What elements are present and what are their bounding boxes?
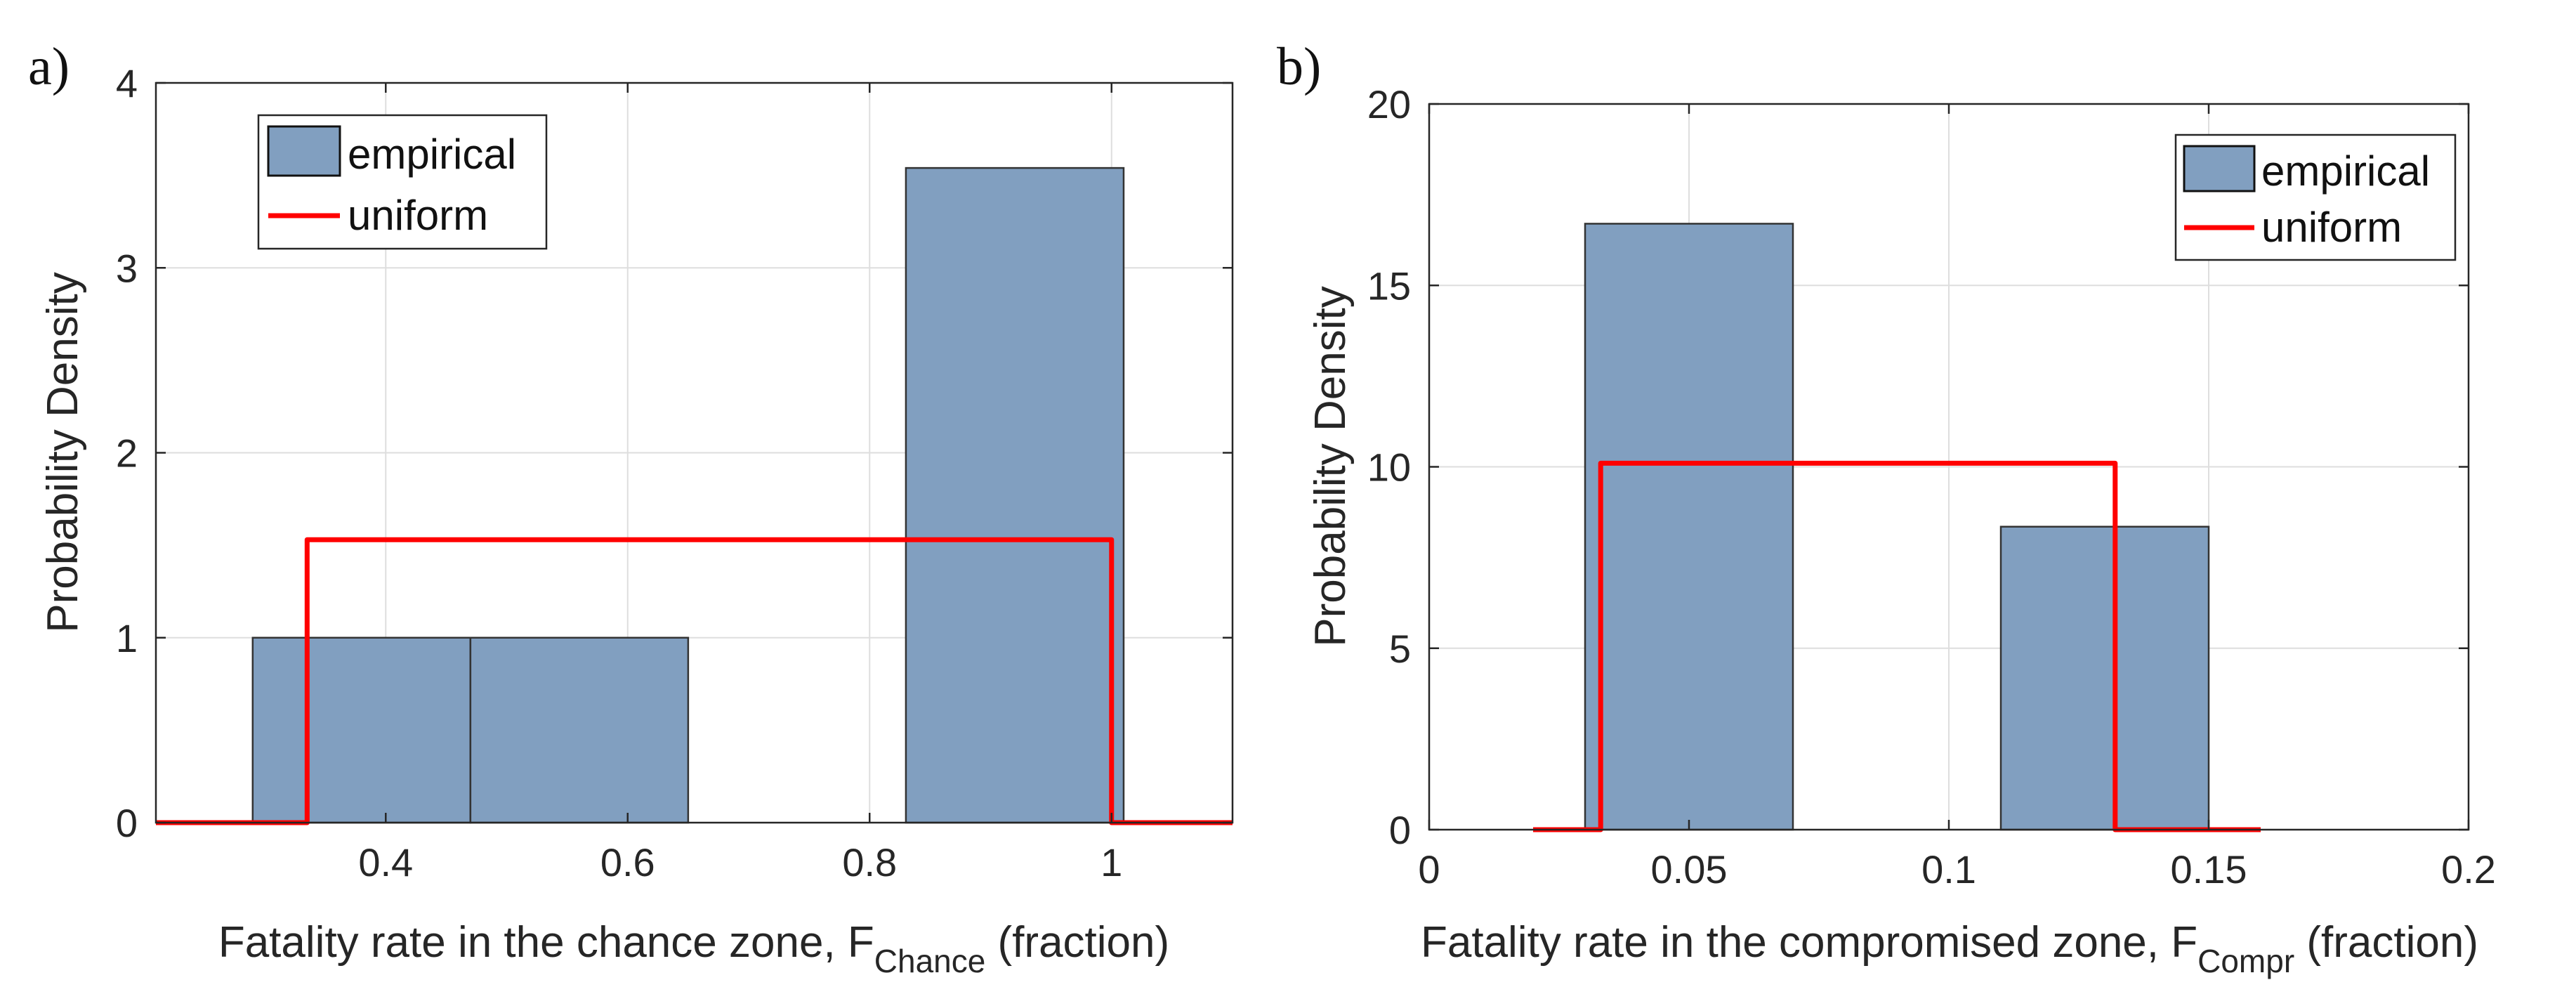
y-tick-label-a-4: 4 — [116, 61, 138, 105]
x-tick-label-a-3: 1 — [1100, 840, 1122, 884]
legend-empirical-label-b: empirical — [2261, 148, 2430, 195]
panel-label-b: b) — [1277, 37, 1321, 96]
panel-label-a: a) — [28, 37, 70, 96]
y-tick-label-a-0: 0 — [116, 801, 138, 845]
legend-empirical-swatch-b — [2183, 145, 2256, 192]
x-tick-label-a-1: 0.6 — [600, 840, 655, 884]
x-tick-label-a-0: 0.4 — [358, 840, 413, 884]
x-tick-label-b-1: 0.05 — [1651, 847, 1728, 891]
legend-empirical-label-a: empirical — [348, 131, 516, 178]
legend-empirical-swatch-a — [267, 125, 341, 177]
x-axis-label-b: Fatality rate in the compromised zone, F… — [1421, 918, 2478, 979]
x-axis-label-sub-b: Compr — [2197, 943, 2294, 979]
x-axis-label-suffix-a: (fraction) — [985, 918, 1169, 967]
panel-b: b) 0 0.05 0.1 0.15 0.2 0 5 10 15 20 Probability D… — [1277, 37, 2496, 979]
x-tick-label-b-0: 0 — [1418, 847, 1440, 891]
x-axis-label-a: Fatality rate in the chance zone, FChanc… — [218, 918, 1169, 979]
x-tick-label-a-2: 0.8 — [842, 840, 897, 884]
y-tick-label-a-1: 1 — [116, 616, 138, 660]
x-tick-label-b-2: 0.1 — [1921, 847, 1976, 891]
x-axis-label-main-a: Fatality rate in the chance zone, F — [218, 918, 874, 967]
empirical-bar-a-2 — [905, 166, 1125, 824]
x-tick-label-b-4: 0.2 — [2441, 847, 2496, 891]
empirical-bar-b-0 — [1584, 223, 1794, 831]
legend-uniform-label-a: uniform — [348, 192, 488, 239]
legend-uniform-label-b: uniform — [2261, 204, 2402, 251]
y-tick-label-a-2: 2 — [116, 431, 138, 476]
y-tick-label-b-4: 20 — [1367, 82, 1411, 126]
panel-a: a) 0.4 0.6 0.8 1 0 1 2 3 4 Probability Density F… — [28, 37, 1234, 979]
x-axis-label-suffix-b: (fraction) — [2294, 918, 2478, 967]
empirical-bar-b-1 — [1999, 525, 2210, 831]
empirical-bar-a-0 — [251, 636, 472, 824]
empirical-bar-a-1 — [469, 636, 690, 824]
bars-b — [1584, 223, 2210, 831]
y-tick-label-b-2: 10 — [1367, 445, 1411, 490]
x-axis-label-sub-a: Chance — [874, 943, 986, 979]
y-tick-label-b-0: 0 — [1389, 808, 1411, 852]
legend-b: empirical uniform — [2174, 133, 2457, 261]
y-axis-label-b: Probability Density — [1306, 286, 1355, 646]
y-tick-label-b-3: 15 — [1367, 263, 1411, 308]
ticks-a: 0.4 0.6 0.8 1 0 1 2 3 4 — [116, 61, 1233, 884]
y-tick-label-a-3: 3 — [116, 246, 138, 290]
ticks-b: 0 0.05 0.1 0.15 0.2 0 5 10 15 20 — [1367, 82, 2496, 891]
x-tick-label-b-3: 0.15 — [2171, 847, 2247, 891]
bars-a — [251, 166, 1125, 824]
y-axis-label-a: Probability Density — [39, 272, 87, 632]
legend-a: empirical uniform — [257, 114, 548, 250]
y-tick-label-b-1: 5 — [1389, 627, 1411, 671]
x-axis-label-main-b: Fatality rate in the compromised zone, F — [1421, 918, 2197, 967]
